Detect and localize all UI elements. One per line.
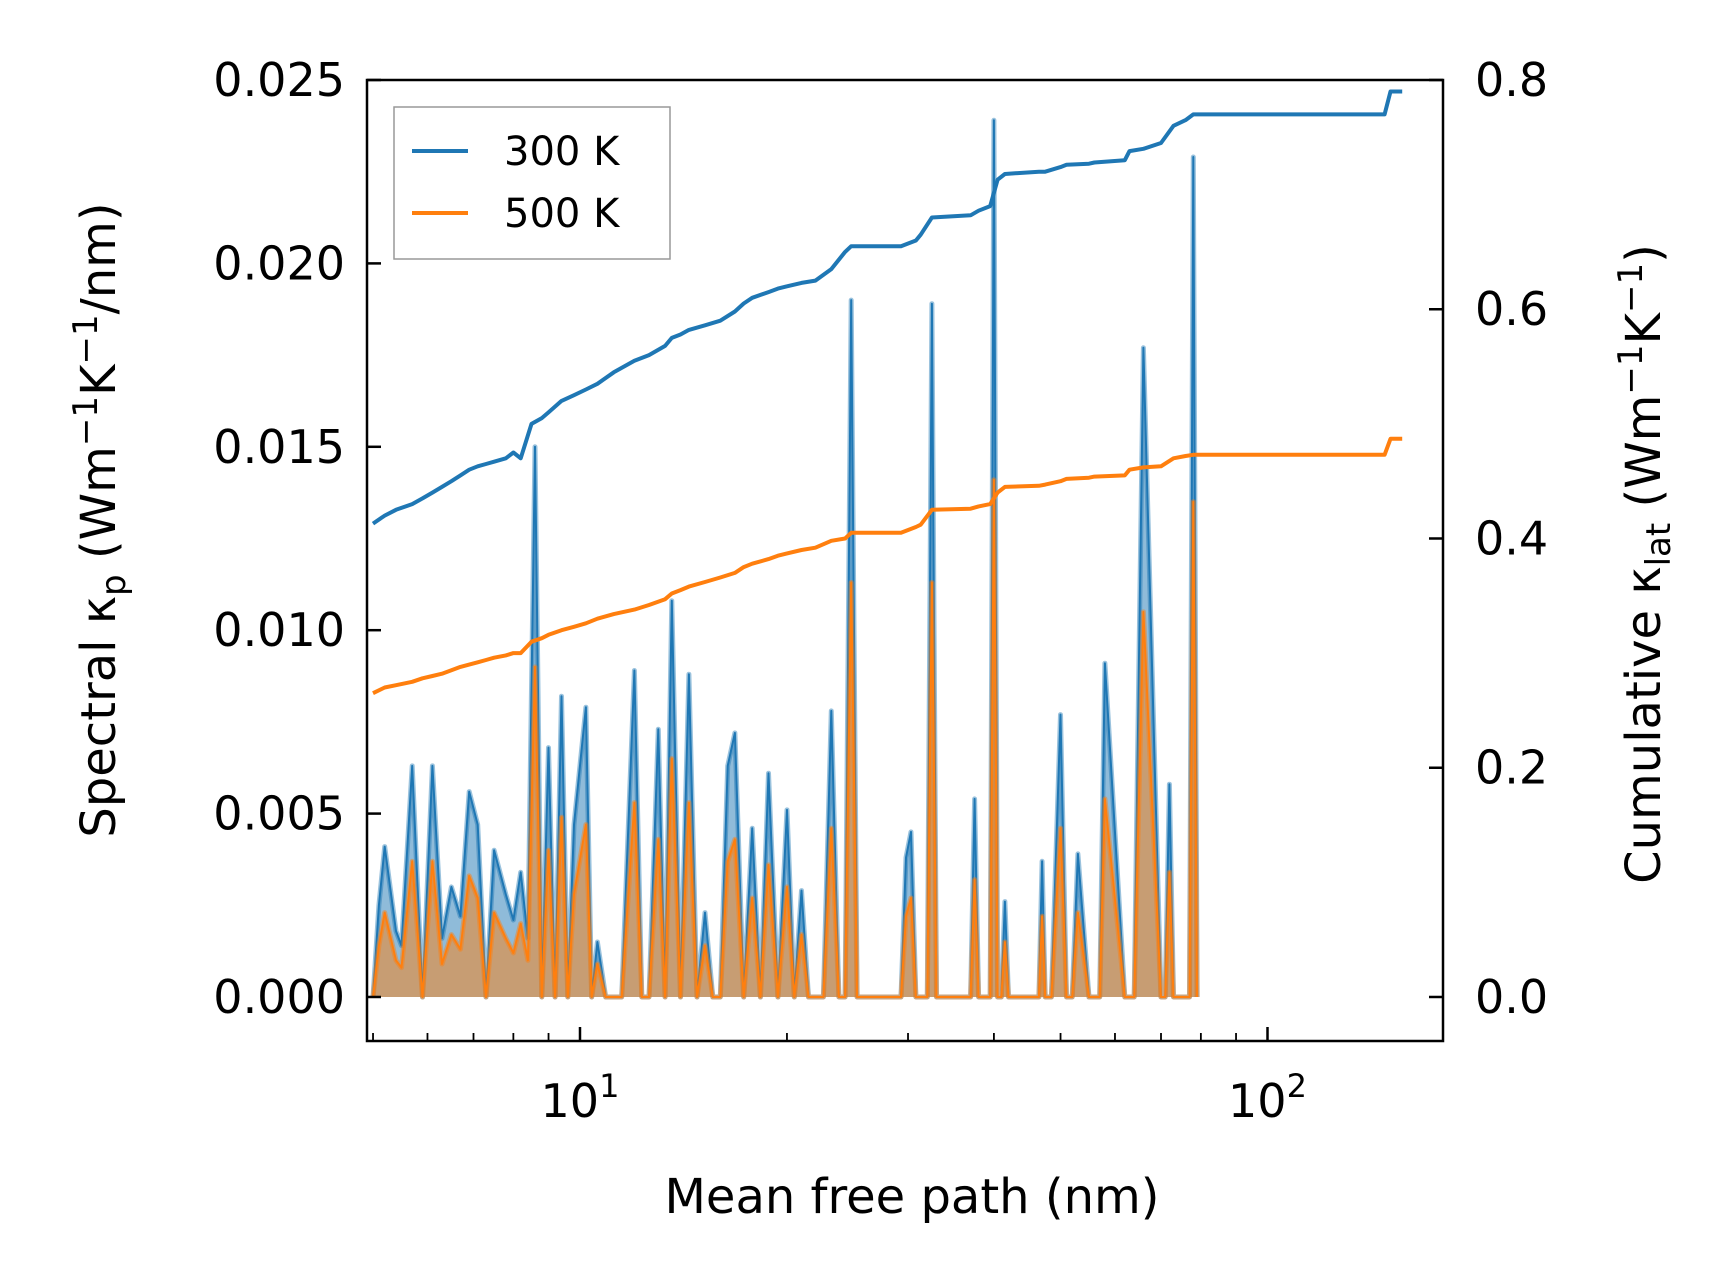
- plot-frame: [365, 78, 1445, 1043]
- spectral-line-500k: [372, 478, 1199, 998]
- x-tick-label: 102: [1228, 1067, 1307, 1128]
- y-left-label-prefix: Spectral κ: [71, 596, 127, 838]
- y-right-tick-label: 0.8: [1475, 53, 1548, 107]
- y-left-tick-label: 0.015: [213, 420, 345, 474]
- x-axis-label: Mean free path (nm): [665, 1169, 1160, 1225]
- y-left-label-unit-close: /nm): [71, 202, 127, 314]
- legend-label-300k: 300 K: [504, 129, 621, 175]
- y-right-label-unit-open: (Wm: [1616, 395, 1672, 523]
- x-tick-exponent: 2: [1287, 1067, 1307, 1105]
- y-right-tick-label: 0.4: [1475, 511, 1548, 565]
- y-left-label-sup2: −1: [66, 314, 106, 364]
- legend-label-500k: 500 K: [504, 191, 621, 237]
- y-right-tick-label: 0.0: [1475, 970, 1548, 1024]
- legend: 300 K 500 K: [393, 106, 671, 260]
- y-right-axis-label: Cumulative κlat (Wm−1K−1): [1611, 244, 1679, 884]
- cumulative-layer: [371, 89, 1403, 695]
- y-right-tick-label: 0.6: [1475, 282, 1548, 336]
- y-left-tick-label: 0.005: [213, 787, 345, 841]
- cumulative-line-500k: [372, 436, 1403, 695]
- y-right-label-sup2: −1: [1611, 263, 1651, 313]
- y-left-tick-label: 0.000: [213, 970, 345, 1024]
- y-right-label-prefix: Cumulative κ: [1616, 566, 1672, 884]
- y-right-label-sup1: −1: [1611, 344, 1651, 394]
- legend-frame: [393, 106, 671, 260]
- y-left-tick-label: 0.025: [213, 53, 345, 107]
- x-tick-label: 101: [541, 1067, 620, 1128]
- y-right-label-sub: lat: [1639, 523, 1679, 567]
- axes-layer: 0.000 0.005 0.010 0.015 0.020 0.025 0.0 0.2 0.4 0…: [213, 53, 1548, 1128]
- x-tick-exponent: 1: [599, 1067, 619, 1105]
- x-tick-base: 10: [1228, 1074, 1287, 1128]
- y-left-label-sup1: −1: [66, 396, 106, 446]
- y-right-label-unit-close: ): [1616, 244, 1672, 263]
- y-left-label-sub: p: [94, 574, 134, 596]
- y-left-label-mid: K: [71, 363, 127, 396]
- y-right-label-mid: K: [1616, 311, 1672, 344]
- y-left-label-unit-open: (Wm: [71, 446, 127, 574]
- y-left-tick-label: 0.020: [213, 236, 345, 290]
- spectral-layer: [370, 117, 1200, 1000]
- y-left-axis-label: Spectral κp (Wm−1K−1/nm): [66, 202, 134, 837]
- x-tick-base: 10: [541, 1074, 600, 1128]
- y-right-tick-label: 0.2: [1475, 741, 1548, 795]
- y-left-tick-label: 0.010: [213, 603, 345, 657]
- cumulative-line-300k: [371, 89, 1403, 526]
